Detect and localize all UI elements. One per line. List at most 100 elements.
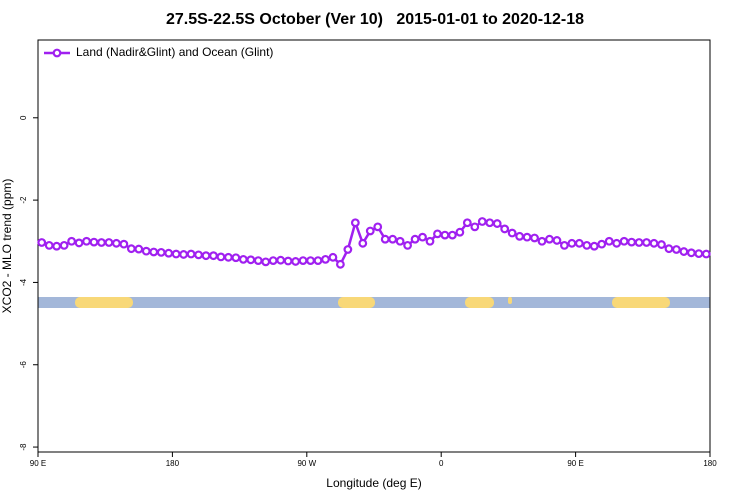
data-point	[589, 241, 599, 251]
data-point	[141, 246, 151, 256]
data-point	[291, 257, 301, 266]
data-point	[500, 224, 510, 234]
data-point	[477, 217, 487, 226]
data-point	[642, 238, 651, 247]
y-tick-label: -4	[19, 278, 28, 286]
data-point	[612, 238, 622, 248]
data-point	[574, 238, 584, 248]
data-point	[627, 237, 636, 247]
y-tick-label: -6	[19, 361, 28, 369]
data-point	[649, 238, 659, 248]
data-point	[552, 236, 562, 245]
data-point	[209, 251, 218, 261]
data-point	[530, 233, 539, 243]
data-point	[119, 239, 129, 249]
data-point	[350, 218, 360, 228]
data-point	[701, 249, 711, 259]
x-tick-label: 90 E	[567, 459, 583, 468]
data-point	[425, 236, 435, 246]
data-point	[306, 256, 315, 266]
data-point	[104, 238, 114, 247]
data-point	[238, 254, 248, 264]
data-point	[433, 229, 442, 239]
data-point	[567, 238, 577, 248]
y-tick-label: -8	[19, 443, 28, 451]
data-point	[545, 234, 554, 244]
data-point	[672, 245, 681, 254]
data-point	[515, 231, 524, 241]
data-point	[403, 240, 413, 250]
data-point	[410, 234, 420, 244]
data-point	[679, 247, 689, 256]
data-point	[686, 248, 696, 258]
data-point	[462, 218, 472, 228]
data-point	[537, 236, 547, 246]
data-point	[373, 222, 383, 232]
data-point	[492, 219, 502, 228]
data-point	[522, 232, 532, 242]
data-point	[604, 236, 614, 246]
y-tick-label: -2	[19, 196, 28, 204]
data-point	[186, 249, 196, 259]
legend-marker	[52, 48, 62, 58]
data-point	[582, 240, 592, 250]
data-point	[179, 250, 189, 259]
data-point	[328, 252, 338, 262]
data-point	[694, 249, 704, 259]
data-point	[268, 256, 278, 266]
land-patch	[508, 297, 512, 304]
data-point	[261, 257, 271, 267]
data-point	[313, 256, 323, 266]
data-point	[82, 236, 91, 246]
data-point	[231, 253, 241, 263]
data-point	[380, 234, 390, 244]
x-tick-label: 180	[166, 459, 180, 468]
x-tick-label: 90 W	[297, 459, 316, 468]
data-point	[619, 236, 629, 246]
land-patch	[75, 297, 133, 308]
data-point	[343, 245, 353, 254]
plot-frame	[37, 39, 711, 453]
land-patch	[465, 297, 494, 308]
surface-band	[38, 297, 710, 308]
data-point	[253, 256, 263, 266]
data-point	[126, 244, 136, 254]
x-tick-label: 180	[703, 459, 717, 468]
data-point	[37, 238, 47, 247]
x-axis-title: Longitude (deg E)	[326, 476, 421, 490]
data-point	[440, 230, 450, 240]
data-point	[52, 241, 62, 251]
land-patch	[612, 297, 670, 308]
data-point	[216, 252, 226, 262]
y-tick-label: 0	[19, 115, 28, 120]
data-point	[67, 236, 76, 246]
data-point	[44, 240, 54, 250]
data-point	[634, 238, 644, 247]
x-tick-label: 0	[439, 459, 444, 468]
data-point	[455, 227, 465, 237]
data-point	[201, 251, 211, 261]
data-point	[597, 239, 607, 249]
data-point	[74, 238, 84, 248]
data-point	[111, 238, 121, 248]
data-point	[358, 238, 368, 248]
data-point	[134, 244, 144, 254]
data-point	[97, 238, 106, 247]
data-point	[89, 237, 99, 247]
data-point	[283, 256, 293, 266]
data-point	[395, 236, 405, 246]
data-point	[223, 252, 233, 262]
land-patch	[338, 297, 375, 308]
data-point	[149, 247, 159, 257]
data-point	[470, 222, 480, 232]
data-point	[418, 232, 427, 242]
chart-title: 27.5S-22.5S October (Ver 10) 2015-01-01 …	[166, 11, 584, 28]
data-point	[336, 259, 345, 269]
data-point	[365, 226, 375, 236]
data-point	[194, 250, 203, 260]
data-point	[246, 255, 256, 265]
x-tick-label: 90 E	[30, 459, 46, 468]
data-point	[164, 248, 174, 258]
data-point	[657, 240, 666, 249]
